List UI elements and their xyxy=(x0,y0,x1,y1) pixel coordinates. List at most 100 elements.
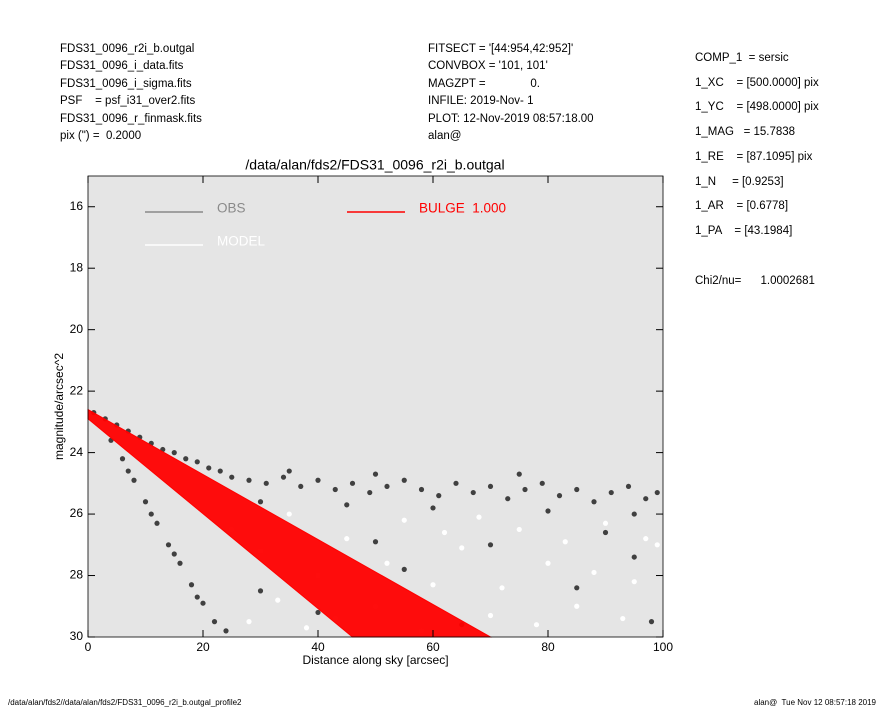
point xyxy=(384,483,390,490)
point xyxy=(430,505,436,511)
point xyxy=(344,536,350,542)
point xyxy=(315,609,321,616)
point xyxy=(154,520,160,526)
point xyxy=(119,456,126,462)
plot-frame xyxy=(87,175,664,638)
point xyxy=(539,480,545,486)
point xyxy=(206,465,212,471)
header-left-line: FDS31_0096_r_finmask.fits xyxy=(60,112,202,125)
point xyxy=(648,619,655,625)
point xyxy=(315,477,321,483)
point xyxy=(556,493,563,499)
point xyxy=(574,486,580,493)
point xyxy=(441,529,448,536)
header-left-line: FDS31_0096_i_data.fits xyxy=(60,60,184,73)
point xyxy=(286,468,292,474)
point xyxy=(505,496,511,502)
point xyxy=(476,514,482,520)
header-right-line: 1_YC = [498.0000] pix xyxy=(695,101,819,114)
point xyxy=(298,483,304,490)
header-middle-line: CONVBOX = '101, 101' xyxy=(428,60,548,73)
point xyxy=(263,480,269,486)
point xyxy=(562,539,568,545)
point xyxy=(453,480,459,486)
point xyxy=(620,615,626,622)
header-right-line: 1_RE = [87.1095] pix xyxy=(695,150,813,163)
point xyxy=(194,594,200,600)
legend-label: OBS xyxy=(217,201,246,216)
plot-background xyxy=(88,176,663,637)
point xyxy=(286,511,292,517)
point xyxy=(418,486,425,493)
point xyxy=(533,622,540,628)
point xyxy=(487,483,494,490)
point xyxy=(188,582,195,588)
footer-right: alan@ Tue Nov 12 08:57:18 2019 xyxy=(754,698,876,707)
header-right-line: COMP_1 = sersic xyxy=(695,52,789,64)
y-tick-label: 24 xyxy=(70,445,84,459)
header-left-line: FDS31_0096_r2i_b.outgal xyxy=(60,43,195,55)
point xyxy=(183,456,189,462)
point xyxy=(487,612,494,619)
point xyxy=(631,554,637,560)
legend-label: MODEL xyxy=(217,234,266,249)
point xyxy=(545,560,551,566)
header-right-line: 1_N = [0.9253] xyxy=(695,175,784,188)
header-left-line: PSF = psf_i31_over2.fits xyxy=(60,95,196,108)
point xyxy=(142,499,149,505)
header-right-line: 1_AR = [0.6778] xyxy=(695,200,789,213)
x-tick-label: 20 xyxy=(196,640,210,654)
point xyxy=(574,603,580,609)
header-right-line: 1_MAG = 15.7838 xyxy=(695,126,796,139)
point xyxy=(602,520,609,526)
x-tick-label: 60 xyxy=(426,640,440,654)
point xyxy=(148,511,154,517)
point xyxy=(436,493,442,499)
point xyxy=(470,489,476,496)
point xyxy=(522,486,528,493)
point xyxy=(217,468,223,474)
point xyxy=(516,471,522,477)
y-tick-label: 22 xyxy=(70,383,84,397)
header-middle-line: alan@ xyxy=(428,130,462,142)
point xyxy=(171,551,177,557)
header-right-line: 1_PA = [43.1984] xyxy=(695,224,793,237)
header-middle-line: MAGZPT = 0. xyxy=(428,77,540,90)
y-axis-label: magnitude/arcsec^2 xyxy=(52,353,66,460)
point xyxy=(125,468,131,474)
point xyxy=(229,474,235,480)
point xyxy=(591,499,597,505)
footer-left: /data/alan/fds2//data/alan/fds2/FDS31_00… xyxy=(8,698,242,707)
header-left-line: FDS31_0096_i_sigma.fits xyxy=(60,77,192,90)
chart-title: /data/alan/fds2/FDS31_0096_r2i_b.outgal xyxy=(245,157,504,173)
header-middle-line: FITSECT = '[44:954,42:952]' xyxy=(428,43,574,55)
point xyxy=(401,477,407,483)
point xyxy=(625,483,632,490)
point xyxy=(257,499,264,505)
point xyxy=(643,536,649,542)
point xyxy=(177,560,183,566)
point xyxy=(430,582,436,588)
x-tick-label: 40 xyxy=(311,640,325,654)
point xyxy=(332,486,338,493)
point xyxy=(171,450,177,456)
point xyxy=(401,566,407,572)
point xyxy=(280,474,287,480)
y-tick-label: 26 xyxy=(70,506,84,520)
point xyxy=(131,477,137,483)
y-tick-label: 30 xyxy=(70,629,84,643)
point xyxy=(367,489,373,496)
point xyxy=(246,619,252,625)
point xyxy=(246,477,252,483)
legend-label: BULGE 1.000 xyxy=(419,201,506,216)
header-right-line: 1_XC = [500.0000] pix xyxy=(695,76,819,89)
point xyxy=(372,539,379,545)
point xyxy=(303,625,310,631)
y-tick-label: 16 xyxy=(70,199,84,213)
point xyxy=(223,628,229,634)
x-axis-label: Distance along sky [arcsec] xyxy=(302,653,448,667)
header-middle-line: INFILE: 2019-Nov- 1 xyxy=(428,95,534,108)
point xyxy=(654,542,660,548)
point xyxy=(384,560,390,566)
